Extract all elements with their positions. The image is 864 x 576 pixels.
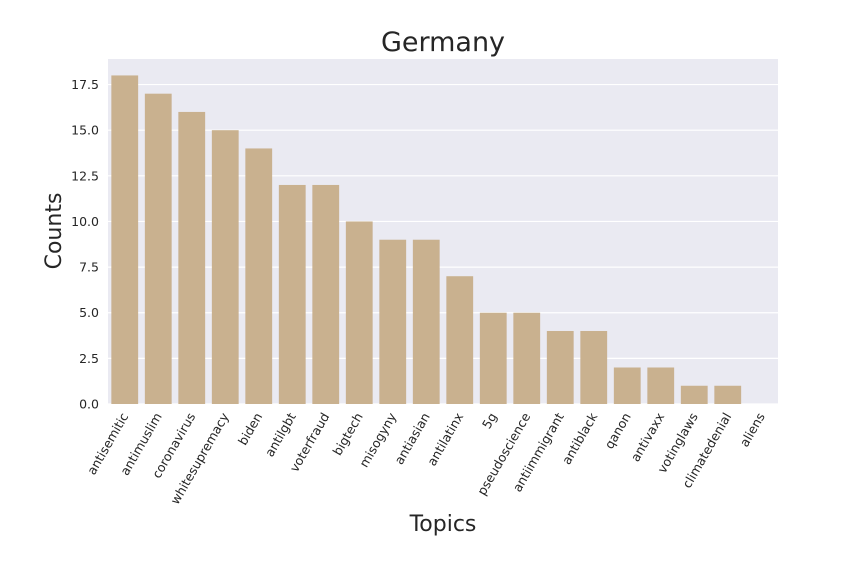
x-tick-label: bigtech — [329, 410, 365, 458]
bar-antilgbt — [278, 184, 306, 404]
y-tick-labels: 0.0 2.5 5.0 7.5 10.0 12.5 15.0 17.5 — [71, 77, 99, 411]
bar-bigtech — [345, 221, 373, 404]
bar-pseudoscience — [513, 312, 541, 404]
bar-antimuslim — [144, 93, 172, 404]
bar-antilatinx — [446, 276, 474, 404]
bar-climatedenial — [714, 385, 742, 404]
bar-antivaxx — [647, 367, 675, 404]
bar-antiasian — [412, 239, 440, 404]
bar-qanon — [613, 367, 641, 404]
bar-biden — [245, 148, 273, 404]
x-axis-label: Topics — [409, 512, 477, 537]
bar-voterfraud — [312, 184, 340, 404]
x-tick-label: biden — [235, 410, 265, 448]
x-tick-label: aliens — [736, 410, 767, 449]
plot-background — [108, 59, 778, 404]
x-tick-label: 5g — [479, 410, 500, 431]
bar-votinglaws — [680, 385, 708, 404]
y-tick-label: 10.0 — [71, 214, 99, 229]
bar-misogyny — [379, 239, 407, 404]
x-tick-labels: antisemiticantimuslimcoronaviruswhitesup… — [84, 409, 768, 507]
y-axis-label: Counts — [42, 193, 67, 270]
y-tick-label: 17.5 — [71, 77, 99, 92]
bar-5g — [479, 312, 507, 404]
bar-coronavirus — [178, 111, 206, 404]
chart-title: Germany — [381, 27, 505, 58]
bar-antiimmigrant — [546, 330, 574, 404]
y-tick-label: 12.5 — [71, 168, 99, 183]
bar-antiblack — [580, 330, 608, 404]
y-tick-label: 0.0 — [79, 397, 99, 412]
bars — [111, 75, 742, 404]
x-tick-label: antilgbt — [262, 410, 299, 459]
y-tick-label: 15.0 — [71, 123, 99, 138]
y-tick-label: 7.5 — [79, 260, 99, 275]
x-tick-label: qanon — [601, 410, 634, 451]
y-tick-label: 2.5 — [79, 351, 99, 366]
bar-whitesupremacy — [211, 130, 239, 404]
y-tick-label: 5.0 — [79, 305, 99, 320]
bar-antisemitic — [111, 75, 139, 404]
